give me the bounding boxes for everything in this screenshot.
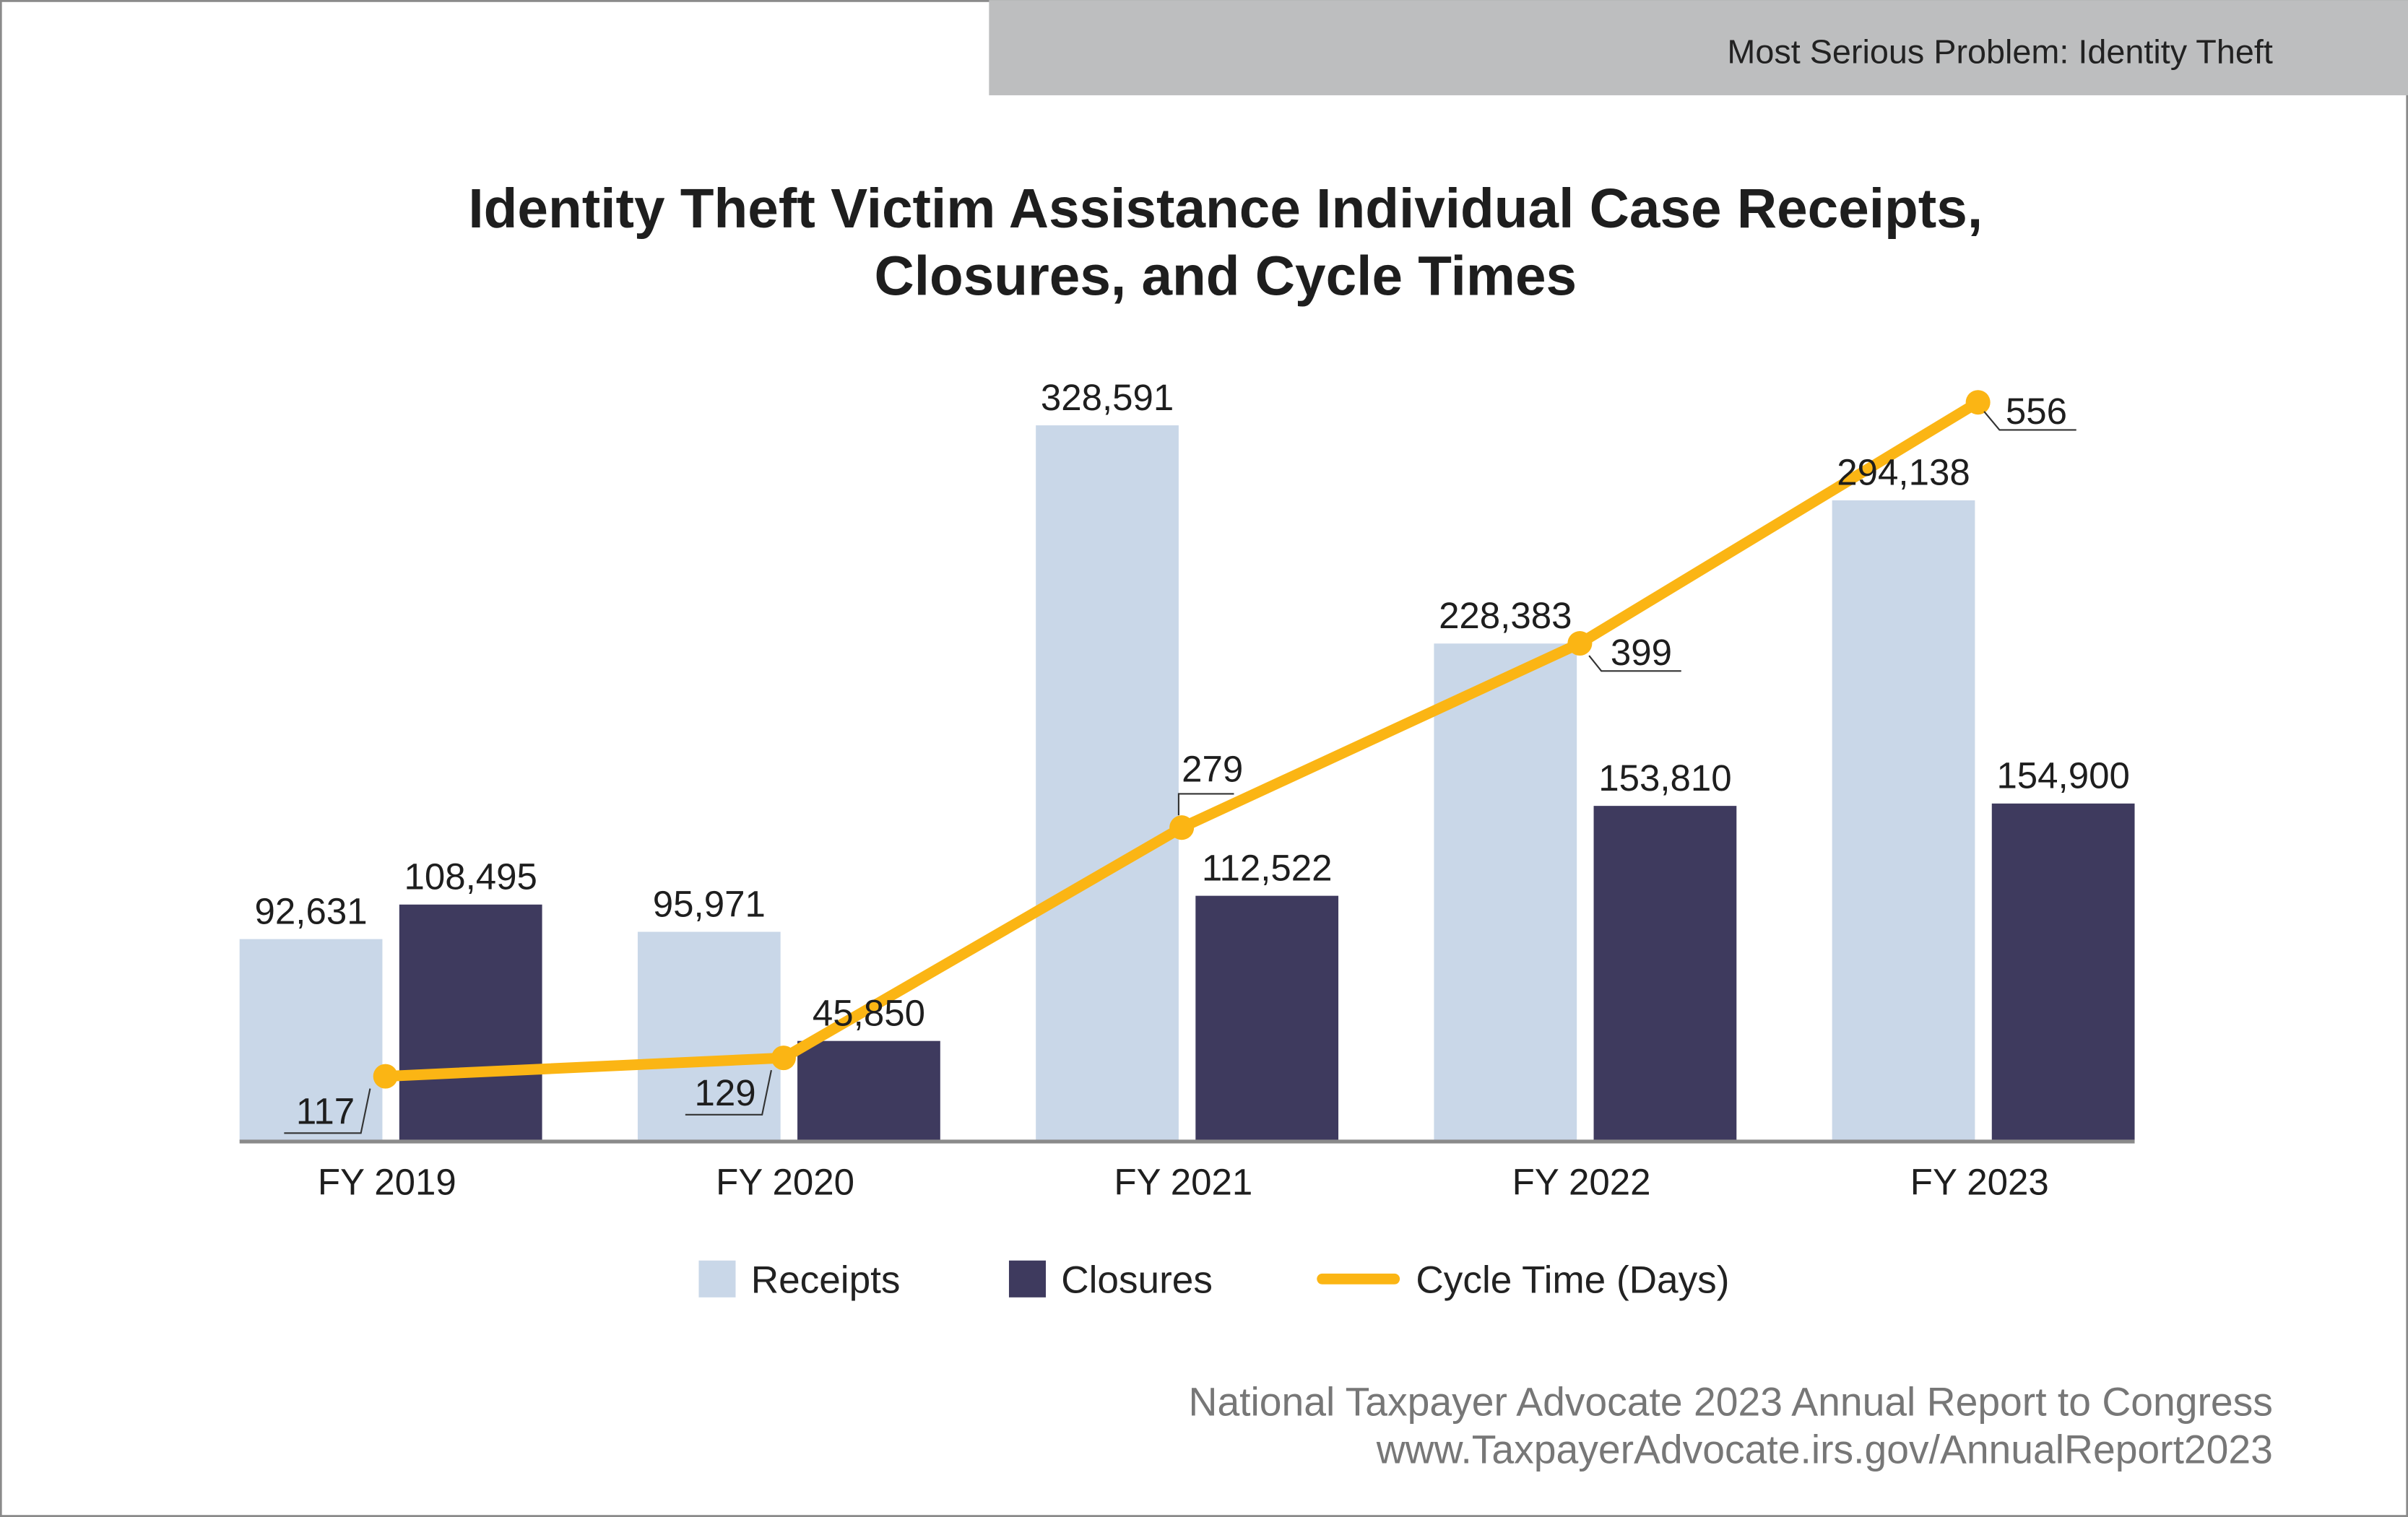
closures-bar: [399, 904, 542, 1141]
closures-bar: [797, 1040, 940, 1141]
closures-value-label: 112,522: [1202, 847, 1333, 888]
cycle-time-leader-line: [1177, 793, 1234, 816]
receipts-bar: [239, 939, 383, 1141]
x-tick-label: FY 2021: [1114, 1161, 1252, 1202]
legend-swatch-receipts: [698, 1260, 736, 1298]
cycle-time-leader-line: [284, 1088, 371, 1134]
x-tick-label: FY 2023: [1910, 1161, 2049, 1202]
chart-title-line1: Identity Theft Victim Assistance Individ…: [468, 178, 1983, 240]
closures-value-label: 154,900: [1996, 755, 2129, 796]
legend-label-receipts: Receipts: [751, 1259, 901, 1301]
x-tick-label: FY 2019: [318, 1161, 456, 1202]
cycle-time-value-label: 399: [1611, 632, 1672, 673]
source-line-2: www.TaxpayerAdvocate.irs.gov/AnnualRepor…: [1376, 1427, 2273, 1472]
cycle-time-value-label: 279: [1182, 748, 1243, 789]
closures-bar: [1593, 806, 1737, 1141]
legend-label-cycle-time: Cycle Time (Days): [1416, 1259, 1729, 1301]
receipts-bar: [1036, 425, 1179, 1141]
source-line-1: National Taxpayer Advocate 2023 Annual R…: [1189, 1380, 2273, 1425]
cycle-time-point: [1965, 390, 1991, 415]
cycle-time-point: [373, 1064, 398, 1089]
closures-value-label: 108,495: [404, 856, 537, 897]
receipts-bar: [1832, 500, 1975, 1141]
cycle-time-point: [1169, 815, 1195, 840]
cycle-time-value-label: 117: [296, 1091, 355, 1132]
legend: Receipts Closures Cycle Time (Days): [698, 1259, 1729, 1301]
closures-value-label: 45,850: [813, 992, 925, 1033]
section-label: Most Serious Problem: Identity Theft: [1727, 32, 2273, 70]
closures-bar: [1195, 895, 1339, 1141]
receipts-bar: [1434, 643, 1577, 1141]
receipts-value-label: 228,383: [1439, 595, 1572, 636]
cycle-time-point: [1567, 631, 1593, 656]
cycle-time-leader-line: [685, 1069, 772, 1116]
legend-label-closures: Closures: [1061, 1259, 1213, 1301]
cycle-time-leader-line: [1588, 655, 1681, 672]
legend-swatch-closures: [1008, 1260, 1046, 1298]
receipts-value-label: 95,971: [653, 883, 766, 924]
closures-value-label: 153,810: [1598, 757, 1731, 799]
section-band: [989, 0, 2408, 95]
closures-bar: [1991, 803, 2135, 1141]
cycle-time-layer: [373, 390, 1991, 1089]
cycle-time-value-label: 129: [695, 1072, 756, 1113]
cycle-time-point: [771, 1046, 796, 1071]
labels-layer: 92,631 108,495 FY 2019 95,971 45,850 FY 2020 3…: [255, 377, 2130, 1203]
chart-title-line2: Closures, and Cycle Times: [874, 245, 1577, 307]
receipts-value-label: 294,138: [1837, 452, 1970, 493]
bars-layer: [239, 425, 2135, 1141]
receipts-value-label: 92,631: [255, 890, 368, 931]
cycle-time-value-label: 556: [2006, 391, 2067, 432]
receipts-value-label: 328,591: [1041, 377, 1174, 418]
x-tick-label: FY 2022: [1512, 1161, 1651, 1202]
x-tick-label: FY 2020: [716, 1161, 854, 1202]
receipts-bar: [637, 931, 781, 1141]
cycle-time-leader-line: [1983, 411, 2076, 431]
